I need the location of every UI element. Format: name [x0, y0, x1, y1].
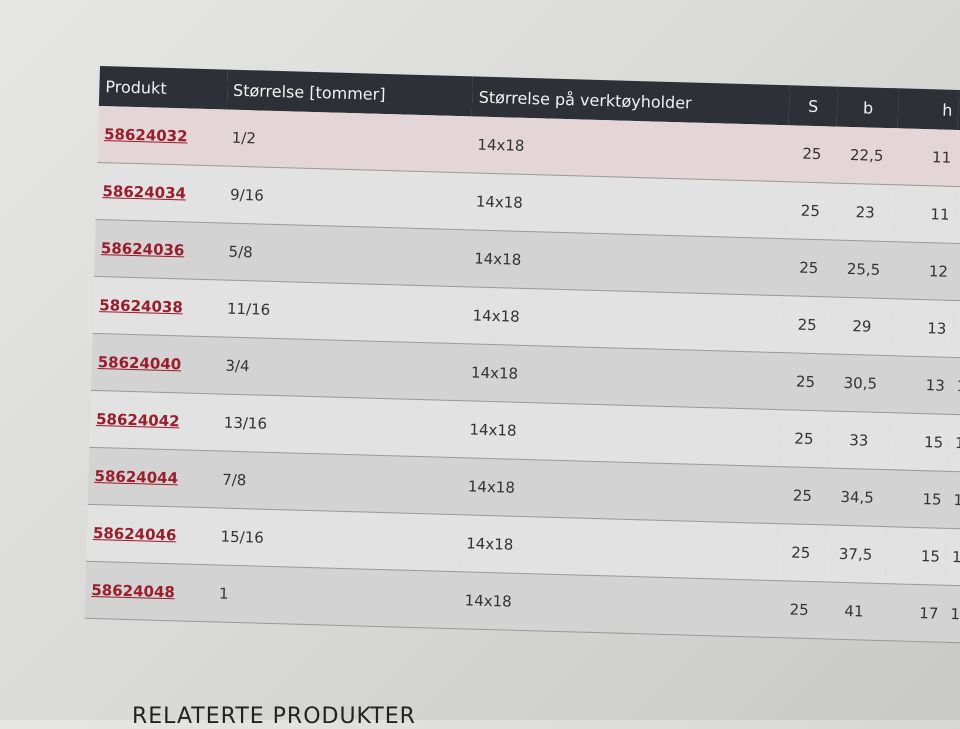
- header-b: b: [837, 86, 900, 129]
- size-cell: 7/8: [215, 450, 463, 515]
- product-cell: 58624048: [84, 561, 214, 622]
- product-cell: 58624034: [95, 162, 225, 224]
- holder-cell: 14x18: [459, 514, 778, 581]
- size-cell: 1: [212, 564, 460, 629]
- header-size: Størrelse [tommer]: [226, 69, 474, 117]
- holder-cell: 14x18: [470, 116, 789, 182]
- product-cell: 58624042: [89, 390, 219, 451]
- size-cell: 1/2: [224, 109, 473, 173]
- holder-cell: 14x18: [469, 172, 787, 239]
- extra-cell: 147: [946, 471, 960, 530]
- h-cell: 13: [891, 298, 954, 358]
- product-link[interactable]: 58624048: [91, 580, 176, 602]
- product-cell: 58624044: [87, 447, 218, 508]
- product-table-container: Produkt Størrelse [tommer] Størrelse på …: [84, 66, 960, 644]
- extra-cell: 1: [951, 300, 960, 359]
- header-produkt: Produkt: [98, 66, 228, 110]
- size-cell: 15/16: [213, 507, 462, 572]
- b-cell: 29: [830, 297, 894, 356]
- related-products-heading: RELATERTE PRODUKTER: [132, 704, 416, 729]
- holder-cell: 14x18: [457, 571, 776, 638]
- h-cell: 15: [885, 526, 947, 586]
- b-cell: 41: [822, 581, 886, 641]
- s-cell: 25: [786, 125, 838, 184]
- holder-cell: 14x18: [465, 286, 784, 353]
- holder-cell: 14x18: [461, 457, 779, 524]
- product-link[interactable]: 58624042: [95, 410, 180, 431]
- product-link[interactable]: 58624040: [97, 353, 182, 374]
- holder-cell: 14x18: [467, 229, 786, 296]
- size-cell: 5/8: [221, 223, 470, 287]
- size-cell: 9/16: [223, 166, 471, 230]
- s-cell: 25: [785, 181, 836, 241]
- extra-cell: 160: [943, 585, 960, 644]
- product-cell: 58624046: [86, 504, 216, 565]
- extra-cell: [956, 129, 960, 188]
- product-cell: 58624032: [97, 105, 227, 167]
- header-h: h: [897, 88, 960, 130]
- product-cell: 58624040: [90, 333, 221, 394]
- s-cell: 25: [783, 238, 834, 298]
- b-cell: 34,5: [825, 467, 889, 527]
- size-cell: 3/4: [218, 336, 466, 401]
- extra-cell: 1: [953, 243, 960, 302]
- s-cell: 25: [777, 466, 828, 525]
- product-table: Produkt Størrelse [tommer] Størrelse på …: [84, 66, 960, 644]
- extra-cell: [954, 186, 960, 245]
- s-cell: 25: [775, 523, 826, 582]
- product-link[interactable]: 58624036: [100, 239, 185, 260]
- h-cell: 11: [896, 128, 958, 187]
- size-cell: 13/16: [217, 393, 465, 458]
- product-link[interactable]: 58624046: [92, 523, 177, 545]
- s-cell: 25: [778, 409, 830, 468]
- h-cell: 15: [888, 412, 950, 472]
- header-s: S: [788, 85, 839, 127]
- b-cell: 23: [833, 183, 897, 242]
- h-cell: 11: [894, 184, 957, 244]
- b-cell: 25,5: [832, 240, 895, 299]
- b-cell: 30,5: [829, 354, 892, 413]
- holder-cell: 14x18: [464, 343, 783, 410]
- product-cell: 58624038: [92, 276, 222, 337]
- product-cell: 58624036: [94, 219, 224, 280]
- extra-cell: 151: [945, 528, 960, 587]
- product-link[interactable]: 58624044: [94, 467, 179, 488]
- product-link[interactable]: 58624034: [102, 182, 187, 203]
- s-cell: 25: [774, 580, 825, 639]
- b-cell: 37,5: [824, 524, 887, 584]
- h-cell: 12: [893, 241, 955, 301]
- b-cell: 22,5: [835, 126, 898, 185]
- b-cell: 33: [827, 410, 891, 470]
- size-cell: 11/16: [220, 279, 468, 344]
- s-cell: 25: [782, 295, 833, 355]
- h-cell: 13: [890, 355, 952, 415]
- extra-cell: 13: [949, 357, 960, 416]
- s-cell: 25: [780, 352, 831, 411]
- extra-cell: 142: [948, 414, 960, 473]
- product-link[interactable]: 58624032: [103, 125, 188, 146]
- h-cell: 15: [886, 469, 949, 529]
- product-link[interactable]: 58624038: [99, 296, 184, 317]
- holder-cell: 14x18: [462, 400, 781, 467]
- h-cell: 17: [883, 583, 946, 643]
